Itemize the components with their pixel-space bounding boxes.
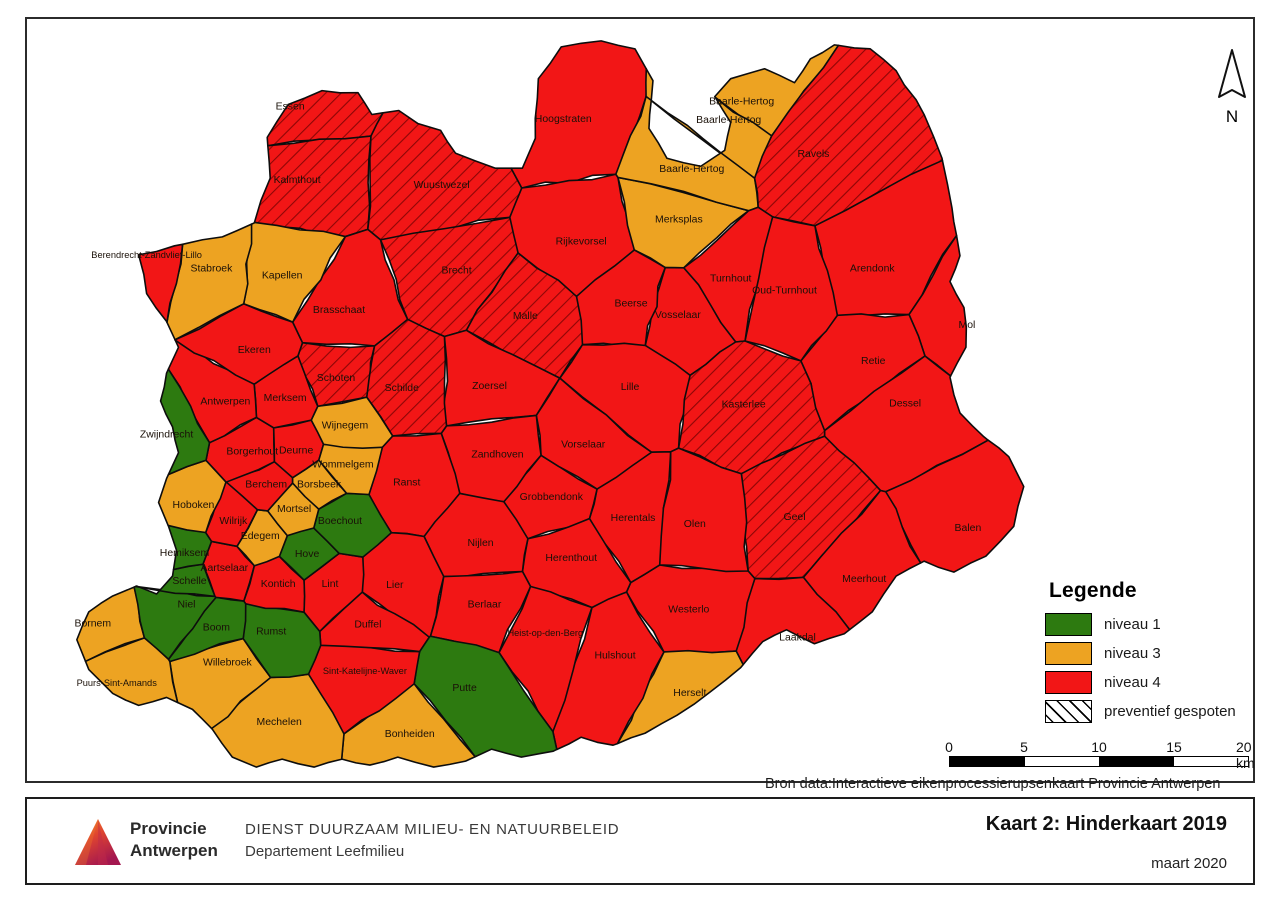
scale-tick: 0 — [945, 739, 953, 755]
scale-segment — [1173, 757, 1248, 766]
scale-tick: 15 — [1166, 739, 1182, 755]
scale-segment — [1024, 757, 1099, 766]
department-line-1: DIENST DUURZAAM MILIEU- EN NATUURBELEID — [245, 821, 620, 838]
legend-swatch — [1045, 700, 1092, 723]
municipality-region[interactable] — [312, 492, 393, 558]
scale-bar-ticks: 0 5 10 15 20 km — [945, 739, 1255, 771]
department-line-2: Departement Leefmilieu — [245, 842, 405, 860]
scale-bar: 0 5 10 15 20 km — [945, 739, 1255, 771]
municipality-region[interactable] — [510, 40, 648, 189]
municipality-region[interactable] — [291, 228, 409, 347]
scale-tick: 10 — [1091, 739, 1107, 755]
map-panel: Essen Kalmthout Wuustwezel Brecht Hoogstrate… — [25, 17, 1255, 792]
legend-entry: niveau 3 — [1045, 642, 1270, 665]
legend-swatch — [1045, 613, 1092, 636]
municipality-region[interactable] — [658, 447, 749, 573]
municipality-region[interactable] — [253, 135, 372, 238]
municipality-region[interactable] — [133, 585, 217, 661]
municipality-region[interactable] — [169, 637, 272, 730]
north-arrow-icon — [1218, 49, 1246, 98]
municipality-region[interactable] — [908, 234, 968, 377]
municipality-region[interactable] — [365, 318, 448, 437]
municipality-region[interactable] — [552, 591, 665, 751]
source-note: Bron data:Interactieve eikenprocessierup… — [765, 776, 1221, 792]
municipality-region[interactable] — [535, 377, 653, 490]
municipality-region[interactable] — [498, 585, 593, 733]
legend-title: Legende — [1049, 579, 1137, 602]
brand-line-2: Antwerpen — [130, 840, 218, 860]
brand-name: Provincie Antwerpen — [130, 818, 218, 862]
map-title: Kaart 2: Hinderkaart 2019 — [985, 813, 1227, 835]
municipality-region[interactable] — [744, 216, 839, 362]
brand-line-1: Provincie — [130, 819, 207, 838]
legend-label: niveau 1 — [1104, 616, 1161, 633]
municipality-region[interactable] — [159, 368, 211, 476]
scale-tick: 5 — [1020, 739, 1028, 755]
legend-swatch — [1045, 642, 1092, 665]
legend: Legende niveau 1 niveau 3 niveau 4 preventi… — [1045, 579, 1270, 729]
scale-tick: 20 km — [1235, 739, 1255, 771]
provincie-antwerpen-logo-icon — [75, 819, 121, 865]
legend-entry: niveau 4 — [1045, 671, 1270, 694]
scale-bar-segments — [949, 756, 1249, 767]
legend-entry: preventief gespoten — [1045, 700, 1270, 723]
legend-entry-list: niveau 1 niveau 3 niveau 4 preventief gespo… — [1045, 613, 1270, 723]
legend-label: niveau 3 — [1104, 645, 1161, 662]
scale-segment — [1099, 757, 1174, 766]
legend-entry: niveau 1 — [1045, 613, 1270, 636]
municipality-region[interactable] — [884, 439, 1025, 573]
legend-label: preventief gespoten — [1104, 703, 1236, 720]
region-shapes[interactable] — [76, 40, 1025, 768]
legend-swatch — [1045, 671, 1092, 694]
municipality-region[interactable] — [137, 243, 184, 324]
north-arrow: N — [1212, 47, 1252, 126]
scale-segment — [950, 757, 1025, 766]
municipality-region[interactable] — [645, 68, 773, 180]
footer-bar: Provincie Antwerpen DIENST DUURZAAM MILI… — [25, 797, 1255, 885]
map-date: maart 2020 — [1151, 855, 1227, 872]
municipality-region[interactable] — [625, 564, 756, 655]
north-arrow-label: N — [1225, 107, 1239, 126]
department-name: DIENST DUURZAAM MILIEU- EN NATUURBELEID … — [245, 819, 619, 863]
municipality-region[interactable] — [616, 649, 744, 745]
legend-label: niveau 4 — [1104, 674, 1161, 691]
